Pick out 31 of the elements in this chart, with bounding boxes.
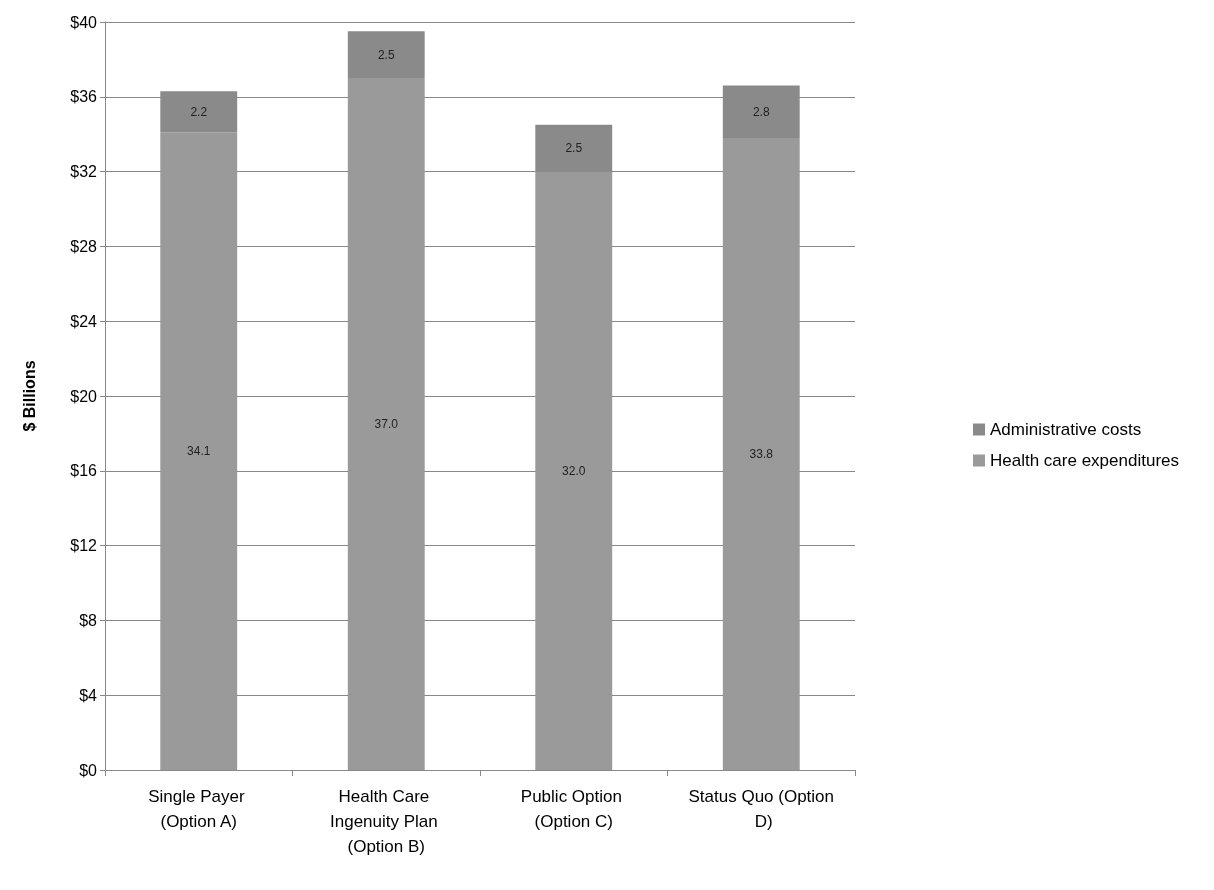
data-label: 34.1: [187, 444, 211, 459]
legend-label: Health care expenditures: [990, 451, 1180, 470]
y-axis-title: $ Billions: [20, 360, 38, 432]
data-label: 2.2: [190, 104, 208, 119]
data-label: 2.5: [377, 47, 395, 62]
y-tick-label: $0: [79, 761, 98, 779]
x-tick-label: Single Payer (Option A): [148, 787, 250, 831]
bar: [347, 78, 425, 770]
y-tick-label: $24: [70, 312, 98, 330]
data-label: 32.0: [562, 463, 586, 478]
y-tick-label: $12: [70, 537, 98, 555]
bar: [722, 137, 800, 770]
data-label: 2.8: [752, 104, 770, 119]
data-label: 33.8: [749, 446, 774, 461]
data-label: 37.0: [374, 417, 399, 432]
y-tick-label: $28: [70, 237, 98, 255]
legend-label: Administrative costs: [990, 420, 1142, 439]
x-tick-label: Status Quo (Option D): [688, 787, 835, 831]
bar: [535, 171, 613, 770]
y-tick-label: $4: [79, 686, 98, 704]
data-label: 2.5: [565, 141, 583, 156]
y-tick-label: $16: [70, 462, 98, 480]
y-tick-label: $40: [70, 13, 98, 31]
y-tick-label: $8: [79, 611, 98, 629]
bar: [347, 31, 425, 79]
bar: [160, 132, 238, 770]
y-tick-label: $32: [70, 163, 98, 181]
y-tick-label: $36: [70, 88, 98, 106]
x-tick-label: Health Care Ingenuity Plan (Option B): [330, 787, 443, 856]
y-tick-label: $20: [70, 387, 98, 405]
x-tick-label: Public Option (Option C): [520, 787, 627, 831]
